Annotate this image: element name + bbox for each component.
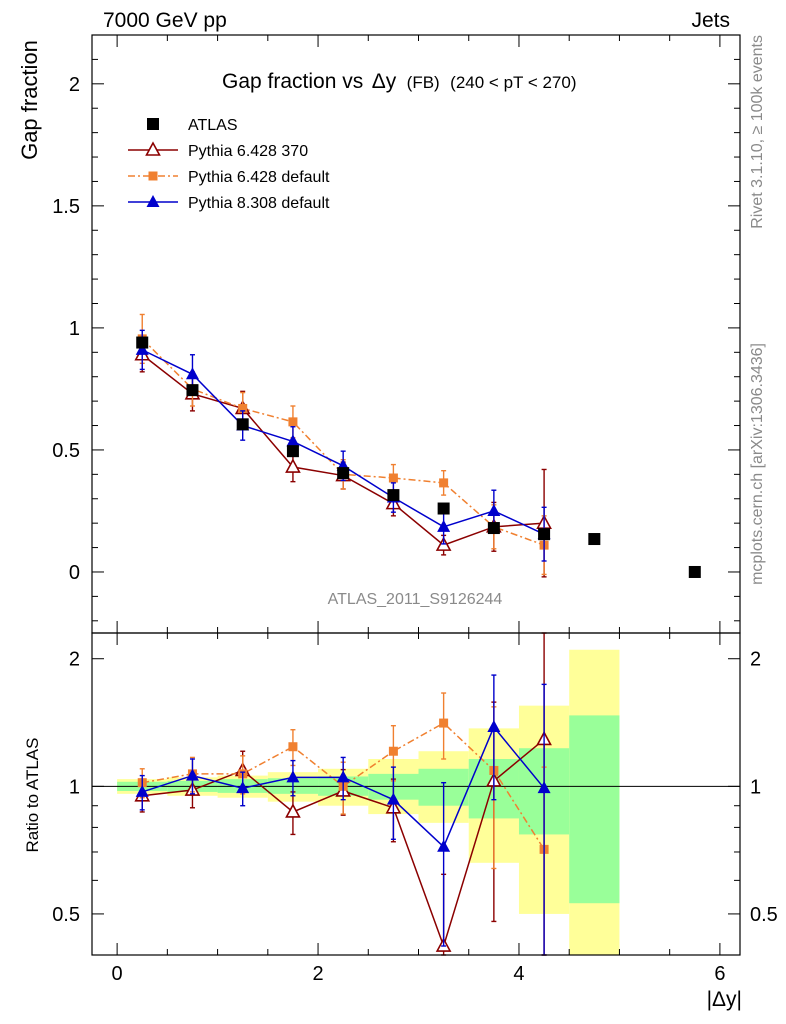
header-right: Jets — [691, 9, 730, 32]
legend-item: Pythia 6.428 370 — [128, 141, 308, 160]
title-fb: (FB) — [407, 73, 440, 92]
line-pythia-6-428-370 — [141, 354, 545, 546]
point-pythia-8-308-default — [185, 367, 199, 380]
ratio-point-pythia-6-428-default — [288, 742, 298, 752]
ratio-point-pythia-8-308-default — [386, 792, 400, 805]
ratio-point-pythia-8-308-default — [236, 781, 250, 794]
ratio-point-pythia-6-428-default — [439, 718, 449, 728]
x-tick-label: 0 — [112, 963, 123, 985]
ratio-tick-label-left: 1 — [69, 776, 80, 798]
legend: ATLAS Pythia 6.428 370 Pythia 6.428 defaul… — [128, 117, 330, 212]
point-pythia-8-308-default — [487, 503, 501, 516]
title-main: Gap fraction vs — [222, 70, 363, 93]
ratio-point-pythia-8-308-default — [537, 781, 551, 794]
legend-item: ATLAS — [147, 117, 238, 134]
legend-item: Pythia 6.428 default — [128, 169, 330, 186]
ratio-point-pythia-8-308-default — [286, 770, 300, 783]
plot-title: Gap fraction vs Δy (FB) (240 < pT < 270) — [222, 70, 577, 93]
point-pythia-6-428-default — [238, 403, 248, 413]
ratio-tick-label-left: 2 — [69, 649, 80, 671]
ratio-error-bar-pythia-8-308-default — [441, 781, 447, 947]
rivet-label: Rivet 3.1.10, ≥ 100k events — [749, 35, 766, 229]
mcplots-label: mcplots.cern.ch [arXiv:1306.3436] — [749, 343, 766, 585]
legend-marker — [147, 118, 159, 130]
x-tick-label: 4 — [513, 963, 524, 985]
point-atlas — [387, 489, 400, 502]
point-atlas — [286, 445, 299, 458]
point-atlas — [337, 467, 350, 480]
x-axis-title: |Δy| — [707, 988, 742, 1011]
y-tick-label: 1.5 — [52, 196, 80, 218]
ratio-point-pythia-8-308-default — [487, 720, 501, 733]
legend-label: Pythia 6.428 370 — [188, 143, 308, 160]
ratio-point-pythia-8-308-default — [336, 770, 350, 783]
ratio-axis-title: Ratio to ATLAS — [23, 738, 42, 853]
ratio-tick-label-right: 1 — [750, 776, 761, 798]
ratio-point-pythia-8-308-default — [437, 839, 451, 852]
ratio-point-pythia-6-428-default — [388, 746, 398, 756]
point-pythia-8-308-default — [437, 519, 451, 532]
point-pythia-6-428-default — [439, 478, 449, 488]
legend-label: ATLAS — [188, 117, 238, 134]
ratio-point-pythia-6-428-370 — [285, 803, 301, 818]
point-atlas — [437, 502, 450, 515]
line-pythia-8-308-default — [141, 349, 545, 535]
analysis-watermark: ATLAS_2011_S9126244 — [328, 591, 503, 608]
point-pythia-8-308-default — [135, 342, 149, 355]
x-tick-label: 2 — [312, 963, 323, 985]
y-axis-title: Gap fraction — [17, 40, 42, 160]
point-pythia-6-428-default — [388, 473, 398, 483]
legend-label: Pythia 8.308 default — [188, 195, 330, 212]
point-atlas — [487, 522, 500, 535]
point-atlas — [136, 336, 149, 349]
y-tick-label: 0 — [69, 562, 80, 584]
x-tick-label: 6 — [714, 963, 725, 985]
y-tick-label: 1 — [69, 318, 80, 340]
point-atlas — [186, 384, 199, 397]
title-delta: Δy — [372, 70, 397, 93]
ratio-band-inner-9 — [569, 715, 620, 904]
point-atlas — [236, 418, 249, 431]
ratio-tick-label-left: 0.5 — [52, 904, 80, 926]
y-tick-label: 2 — [69, 74, 80, 96]
ratio-point-pythia-8-308-default — [185, 768, 199, 781]
ratio-error-bar-pythia-8-308-default — [491, 674, 497, 801]
legend-marker — [146, 195, 160, 207]
point-pythia-8-308-default — [286, 434, 300, 447]
y-tick-label: 0.5 — [52, 440, 80, 462]
ratio-point-pythia-8-308-default — [135, 784, 149, 797]
legend-item: Pythia 8.308 default — [128, 195, 330, 212]
point-atlas — [588, 533, 601, 546]
ratio-tick-label-right: 2 — [750, 649, 761, 671]
point-pythia-6-428-370 — [285, 458, 301, 473]
legend-marker — [148, 171, 158, 181]
point-atlas — [688, 565, 701, 578]
header-left: 7000 GeV pp — [103, 9, 227, 32]
line-pythia-6-428-default — [141, 338, 545, 546]
ratio-tick-label-right: 0.5 — [750, 904, 778, 926]
point-pythia-6-428-default — [288, 417, 298, 427]
point-atlas — [538, 528, 551, 541]
title-range: (240 < pT < 270) — [450, 73, 576, 92]
legend-marker — [145, 141, 161, 156]
legend-label: Pythia 6.428 default — [188, 169, 330, 186]
ratio-panel-frame — [91, 632, 741, 956]
